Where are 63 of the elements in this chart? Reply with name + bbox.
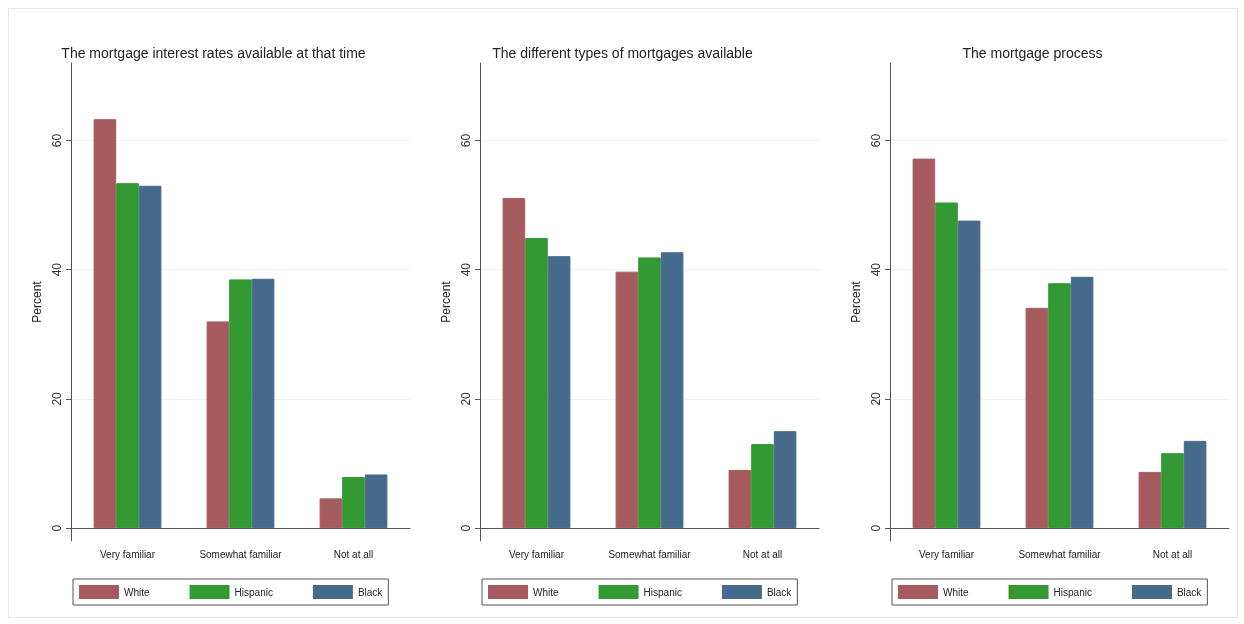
y-tick-label: 60 bbox=[50, 133, 64, 148]
bar bbox=[1025, 307, 1048, 529]
y-tick-label: 20 bbox=[50, 391, 64, 406]
bar bbox=[319, 498, 343, 529]
bar bbox=[1138, 471, 1161, 529]
legend-label: Black bbox=[357, 586, 384, 598]
y-tick-label: 60 bbox=[459, 133, 474, 148]
y-axis-title: Percent bbox=[848, 280, 863, 323]
bar bbox=[774, 431, 797, 529]
chart-title: The different types of mortgages available bbox=[492, 45, 754, 61]
y-tick-label: 40 bbox=[50, 262, 64, 277]
x-tick-label: Very familiar bbox=[509, 548, 565, 560]
bar bbox=[1070, 276, 1094, 529]
bar bbox=[342, 477, 365, 529]
legend-label: Hispanic bbox=[643, 586, 683, 598]
bar bbox=[728, 469, 752, 529]
bar bbox=[1160, 453, 1184, 529]
y-tick-label: 40 bbox=[868, 262, 883, 277]
x-tick-label: Not at all bbox=[743, 548, 783, 560]
chart-title: The mortgage interest rates available at that time bbox=[61, 45, 366, 61]
bar bbox=[364, 474, 388, 529]
bar bbox=[751, 444, 775, 529]
x-tick-label: Very familiar bbox=[918, 548, 975, 560]
legend-label: White bbox=[533, 586, 560, 598]
bar bbox=[525, 238, 549, 529]
bar bbox=[957, 220, 981, 529]
y-tick-label: 0 bbox=[459, 524, 474, 532]
x-tick-label: Somewhat familiar bbox=[199, 548, 283, 560]
y-tick-label: 20 bbox=[459, 391, 474, 406]
bar bbox=[638, 257, 662, 529]
x-tick-label: Not at all bbox=[1152, 548, 1192, 560]
x-tick-label: Somewhat familiar bbox=[608, 548, 692, 560]
bar bbox=[661, 252, 684, 529]
y-tick-label: 40 bbox=[459, 262, 474, 277]
bar bbox=[93, 119, 117, 529]
bar bbox=[251, 278, 275, 529]
bar bbox=[1047, 283, 1071, 529]
bar bbox=[912, 158, 935, 529]
legend-label: White bbox=[124, 586, 150, 598]
bar bbox=[615, 271, 639, 529]
bar bbox=[1183, 440, 1207, 529]
y-axis-title: Percent bbox=[30, 280, 44, 323]
y-tick-label: 20 bbox=[868, 391, 883, 406]
x-tick-label: Not at all bbox=[333, 548, 374, 560]
y-axis-title: Percent bbox=[439, 280, 454, 323]
y-tick-label: 0 bbox=[868, 524, 883, 532]
legend-label: Hispanic bbox=[1053, 586, 1092, 598]
y-tick-label: 0 bbox=[50, 524, 64, 532]
x-tick-label: Very familiar bbox=[99, 548, 156, 560]
bar bbox=[502, 198, 526, 529]
x-tick-label: Somewhat familiar bbox=[1018, 548, 1101, 560]
bar bbox=[138, 185, 162, 529]
y-tick-label: 60 bbox=[868, 133, 883, 148]
legend-label: Black bbox=[1176, 586, 1203, 598]
bar bbox=[116, 183, 139, 529]
legend-label: Hispanic bbox=[234, 586, 273, 598]
bar bbox=[206, 321, 230, 529]
chart-title: The mortgage process bbox=[962, 45, 1103, 61]
bar bbox=[934, 202, 958, 529]
bar bbox=[229, 279, 252, 529]
bar bbox=[548, 256, 571, 529]
legend-label: Black bbox=[767, 586, 793, 598]
legend-label: White bbox=[942, 586, 969, 598]
